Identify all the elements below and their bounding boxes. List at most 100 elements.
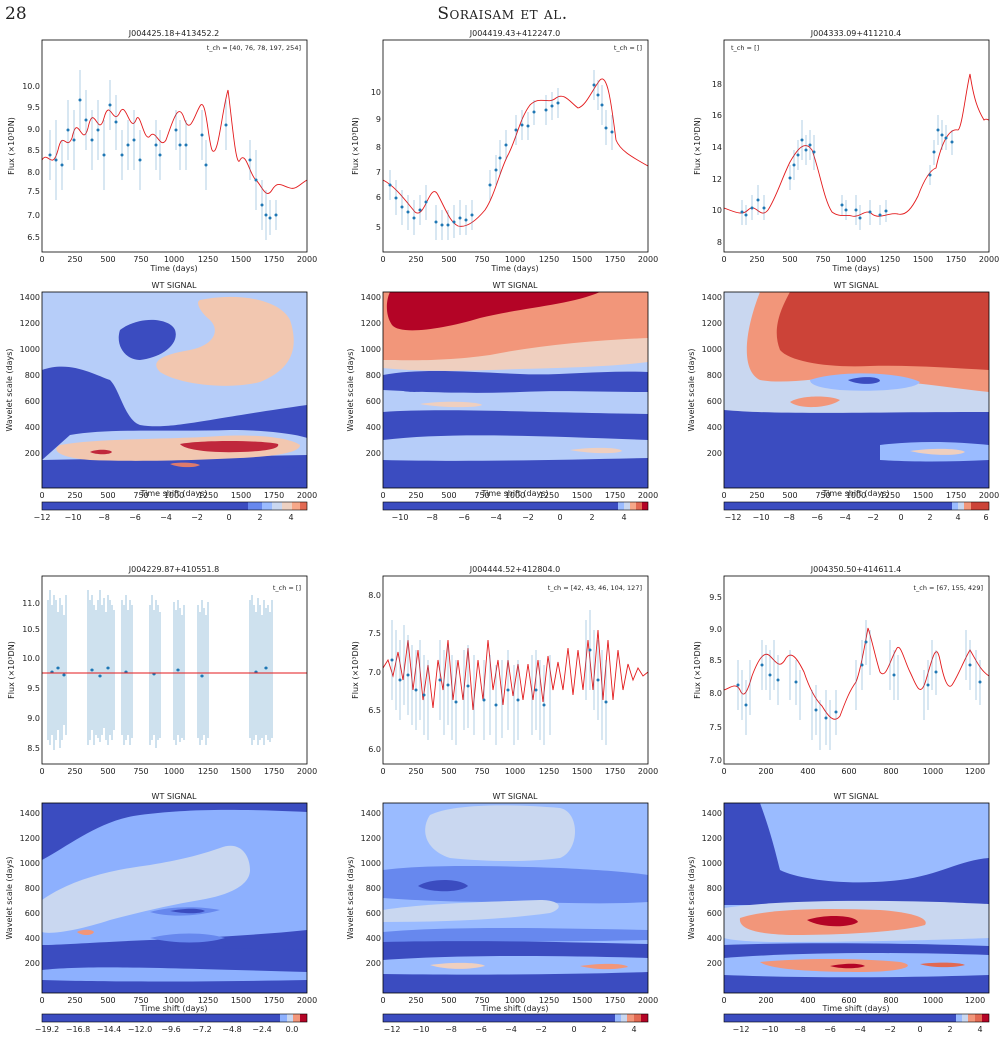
panel-title: WT SIGNAL <box>493 792 538 801</box>
svg-text:12: 12 <box>712 175 722 184</box>
axes-frame <box>723 575 990 765</box>
svg-text:1500: 1500 <box>231 491 251 500</box>
svg-text:750: 750 <box>474 767 489 776</box>
axes-frame <box>382 575 649 765</box>
svg-text:400: 400 <box>25 934 40 943</box>
axes-frame <box>382 291 649 489</box>
svg-text:500: 500 <box>782 255 797 264</box>
svg-text:−6: −6 <box>458 513 470 522</box>
svg-text:−12: −12 <box>34 513 51 522</box>
svg-text:1000: 1000 <box>505 255 525 264</box>
svg-text:11.0: 11.0 <box>22 599 40 608</box>
svg-text:5: 5 <box>376 223 381 232</box>
svg-text:200: 200 <box>758 767 773 776</box>
svg-text:2000: 2000 <box>297 491 317 500</box>
x-axis: 0 250 500 750 1000 1250 1500 1750 2000 <box>721 491 999 500</box>
svg-text:7.0: 7.0 <box>27 211 40 220</box>
observations <box>47 590 273 750</box>
svg-text:800: 800 <box>883 996 898 1005</box>
axes-frame <box>41 802 308 994</box>
svg-text:2000: 2000 <box>638 491 658 500</box>
svg-text:2: 2 <box>927 513 932 522</box>
svg-text:800: 800 <box>366 884 381 893</box>
svg-text:−4: −4 <box>160 513 172 522</box>
svg-text:2: 2 <box>589 513 594 522</box>
axes-frame <box>723 291 990 489</box>
x-axis: 0 250 500 750 1000 1250 1500 1750 2000 <box>380 996 658 1005</box>
svg-text:1750: 1750 <box>605 767 625 776</box>
svg-text:800: 800 <box>366 371 381 380</box>
svg-text:6.5: 6.5 <box>368 706 381 715</box>
svg-text:600: 600 <box>707 397 722 406</box>
svg-text:400: 400 <box>707 423 722 432</box>
svg-text:1200: 1200 <box>361 834 381 843</box>
svg-text:500: 500 <box>441 491 456 500</box>
svg-text:−2: −2 <box>867 513 879 522</box>
svg-text:1000: 1000 <box>846 255 866 264</box>
svg-text:200: 200 <box>707 449 722 458</box>
svg-text:0: 0 <box>380 996 385 1005</box>
svg-text:400: 400 <box>366 423 381 432</box>
svg-text:16: 16 <box>712 111 722 120</box>
svg-text:200: 200 <box>758 996 773 1005</box>
svg-text:−12: −12 <box>384 1025 401 1034</box>
svg-text:9.5: 9.5 <box>27 684 40 693</box>
svg-text:1200: 1200 <box>965 767 985 776</box>
x-axis-label: Time shift (days) <box>139 1004 207 1013</box>
svg-text:250: 250 <box>67 996 82 1005</box>
model-fit-line <box>724 73 989 217</box>
y-axis-label: Wavelet scale (days) <box>687 348 696 431</box>
svg-text:1000: 1000 <box>361 859 381 868</box>
y-axis-label: Wavelet scale (days) <box>687 856 696 939</box>
svg-text:9.0: 9.0 <box>27 714 40 723</box>
colorbar <box>723 501 990 511</box>
svg-text:500: 500 <box>441 255 456 264</box>
panel-title: J004333.09+411210.4 <box>810 29 902 38</box>
svg-text:9.0: 9.0 <box>709 625 722 634</box>
svg-text:200: 200 <box>25 959 40 968</box>
axes-frame <box>382 39 649 253</box>
tch-annotation: t_ch = [67, 155, 429] <box>914 584 984 592</box>
y-axis-label: Wavelet scale (days) <box>5 856 14 939</box>
svg-text:8.0: 8.0 <box>27 168 40 177</box>
svg-text:750: 750 <box>815 255 830 264</box>
svg-text:1400: 1400 <box>702 809 722 818</box>
svg-text:500: 500 <box>441 996 456 1005</box>
colorbar-ticks: −12 −10 −8 −6 −4 −2 0 2 4 <box>733 1025 983 1034</box>
svg-text:1500: 1500 <box>572 767 592 776</box>
x-axis-label: Time shift (days) <box>821 1004 889 1013</box>
panel-title: J004444.52+412804.0 <box>469 565 561 574</box>
y-axis-label: Wavelet scale (days) <box>346 348 355 431</box>
svg-text:1250: 1250 <box>198 767 218 776</box>
y-axis: 7.0 7.5 8.0 8.5 9.0 9.5 <box>709 593 722 765</box>
svg-text:1750: 1750 <box>264 767 284 776</box>
x-axis-label: Time (days) <box>831 264 879 273</box>
svg-text:−12: −12 <box>725 513 742 522</box>
svg-text:1750: 1750 <box>605 996 625 1005</box>
svg-text:1000: 1000 <box>361 345 381 354</box>
y-axis-label: Wavelet scale (days) <box>346 856 355 939</box>
svg-text:8.5: 8.5 <box>709 656 722 665</box>
tch-annotation: t_ch = [40, 76, 78, 197, 254] <box>207 44 301 52</box>
svg-text:10.0: 10.0 <box>22 654 40 663</box>
svg-text:7.0: 7.0 <box>709 756 722 765</box>
lightcurve-panel-1: J004425.18+413452.2 t_ch = [40, 76, 78, … <box>7 29 317 273</box>
svg-text:1250: 1250 <box>539 996 559 1005</box>
svg-text:−8: −8 <box>794 1025 806 1034</box>
svg-text:−8: −8 <box>98 513 110 522</box>
x-axis: 0 250 500 750 1000 1250 1500 1750 2000 <box>380 767 658 776</box>
svg-text:2: 2 <box>947 1025 952 1034</box>
tch-annotation: t_ch = [] <box>614 44 642 52</box>
svg-text:0: 0 <box>557 513 562 522</box>
y-axis: 200 400 600 800 1000 1200 1400 <box>20 809 40 968</box>
panel-title: WT SIGNAL <box>152 792 197 801</box>
panel-title: J004229.87+410551.8 <box>128 565 220 574</box>
svg-text:7.0: 7.0 <box>368 668 381 677</box>
svg-text:250: 250 <box>408 996 423 1005</box>
svg-text:1750: 1750 <box>264 255 284 264</box>
svg-text:500: 500 <box>100 491 115 500</box>
svg-text:4: 4 <box>621 513 626 522</box>
observations <box>741 115 953 230</box>
svg-text:4: 4 <box>288 513 293 522</box>
svg-text:1500: 1500 <box>231 255 251 264</box>
